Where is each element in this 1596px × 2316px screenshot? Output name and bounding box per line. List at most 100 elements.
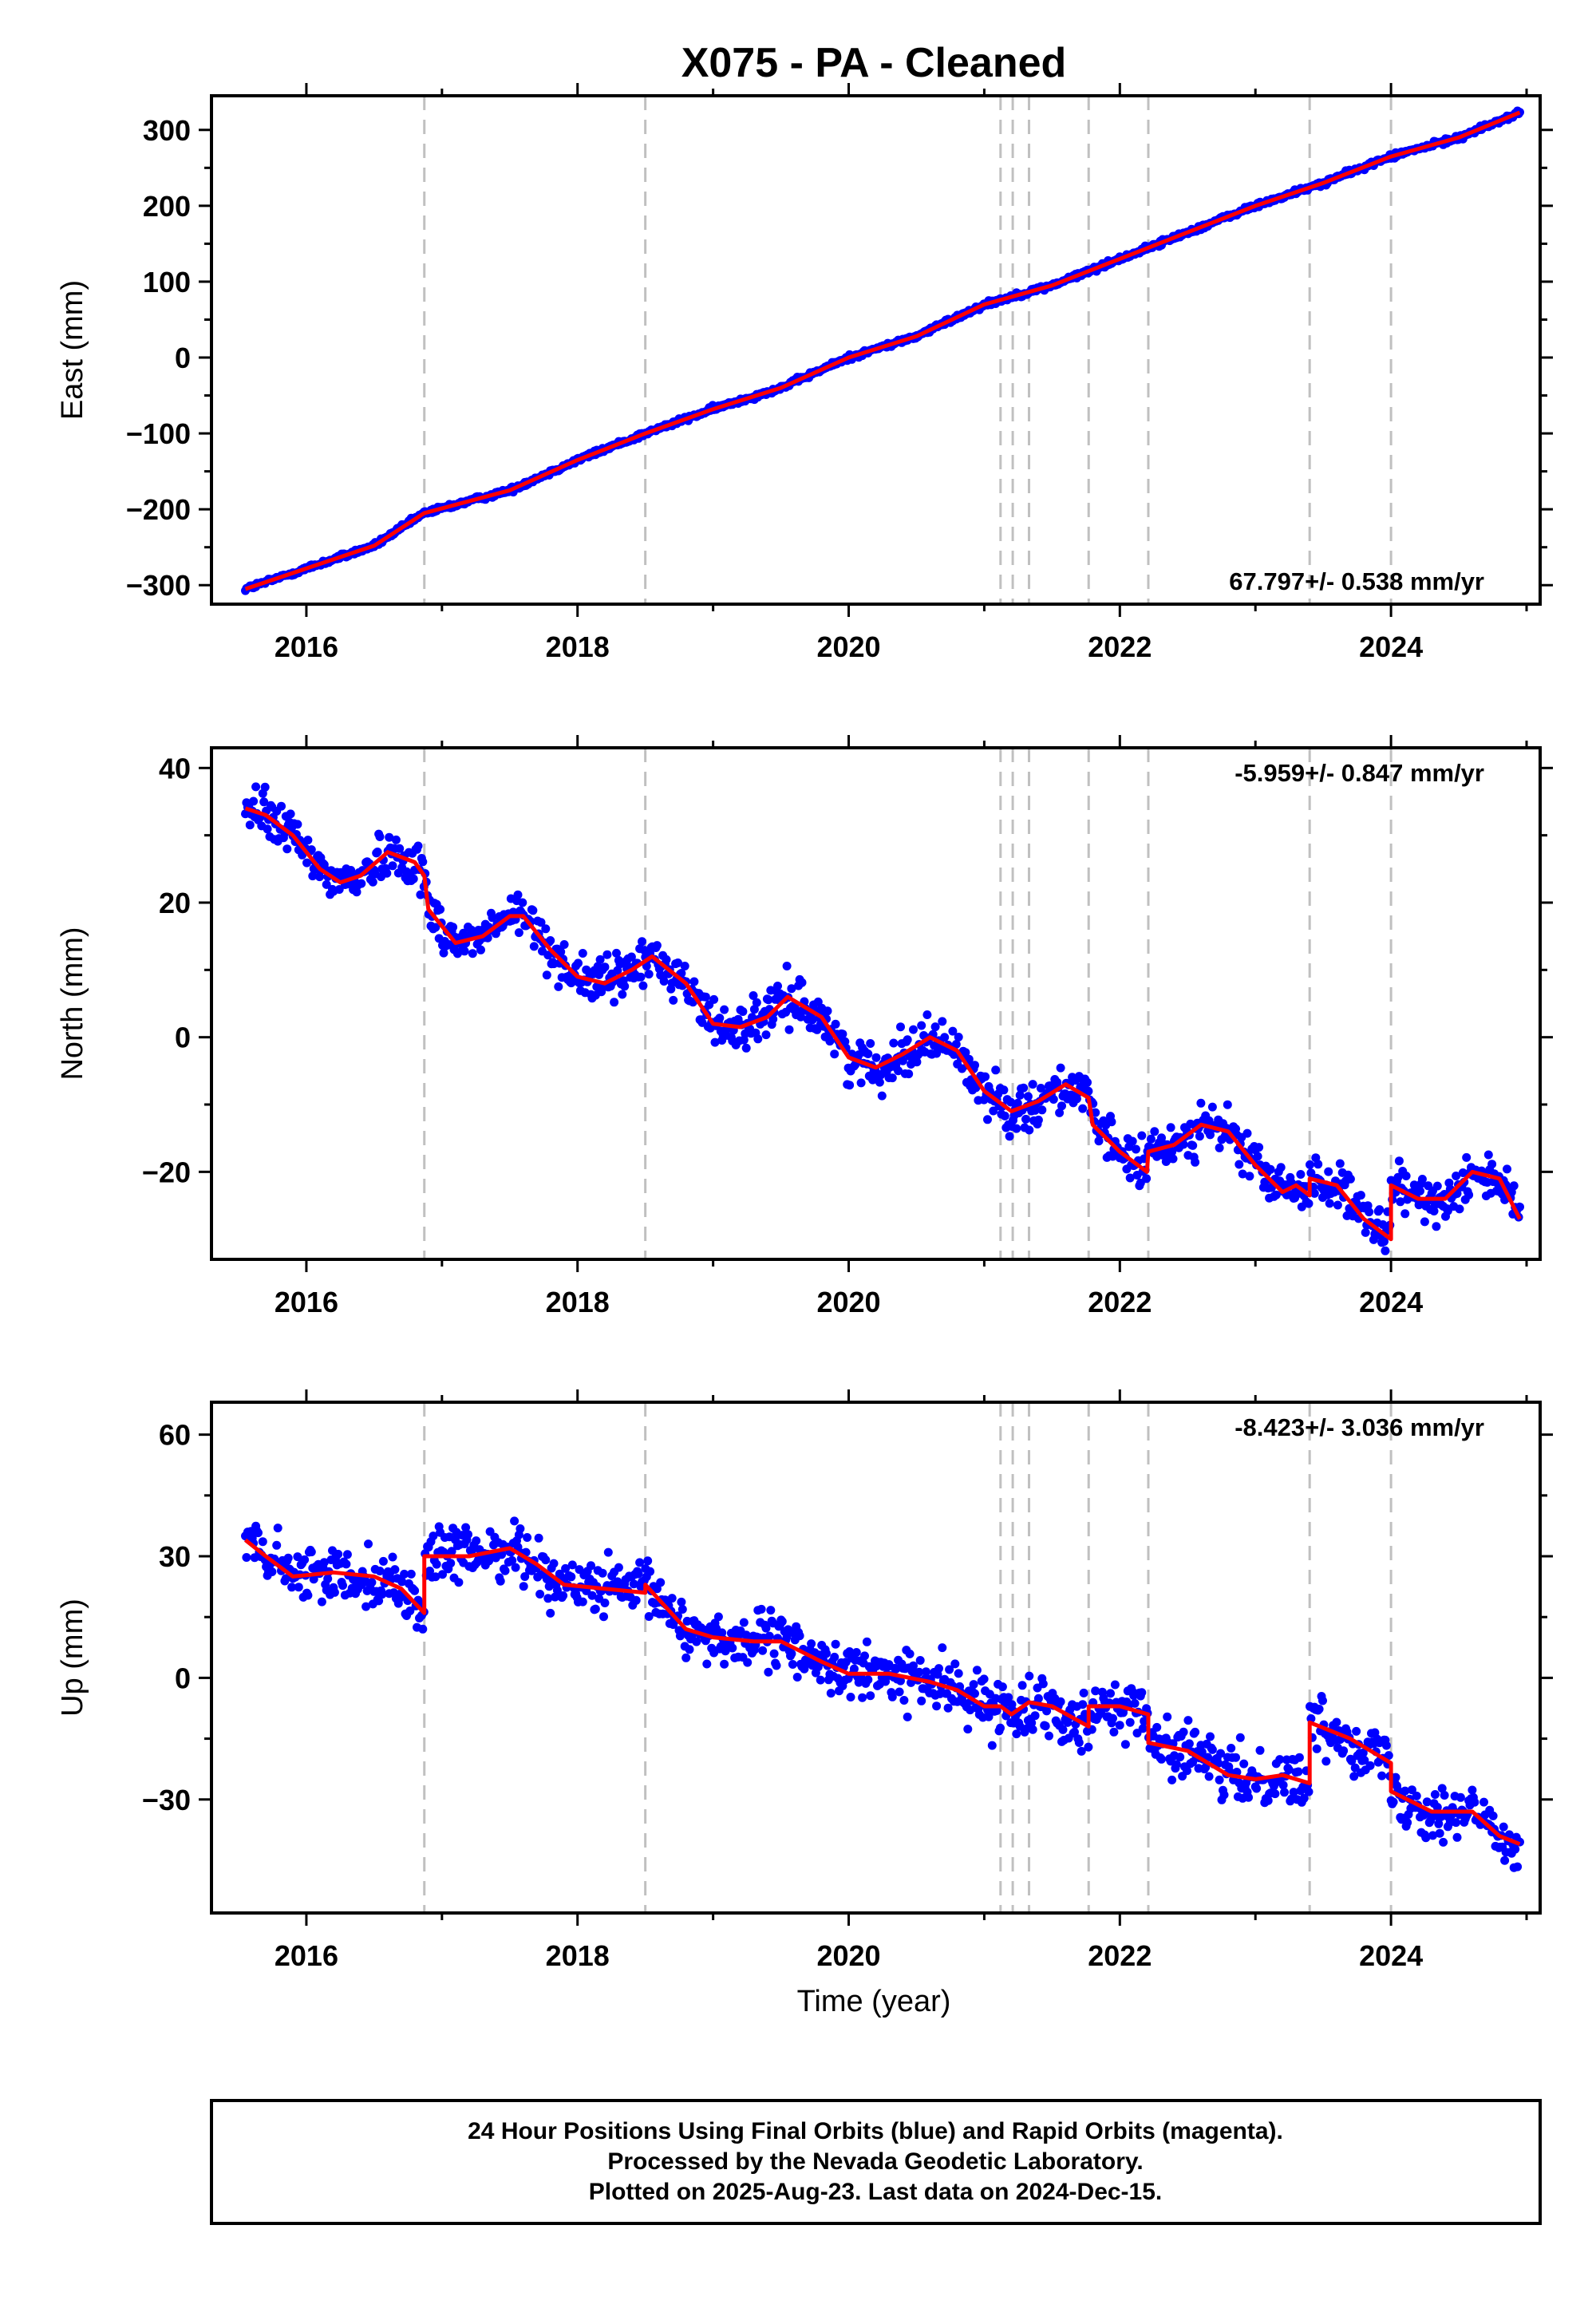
y-tick-label: −300: [126, 569, 191, 602]
data-point: [643, 1556, 653, 1566]
y-tick-label: −20: [142, 1156, 191, 1188]
data-point: [1280, 1788, 1289, 1797]
data-point: [1216, 1749, 1226, 1758]
data-point: [519, 1582, 528, 1591]
data-point: [342, 1550, 352, 1559]
data-point: [405, 1607, 415, 1615]
data-point: [1412, 1791, 1421, 1800]
footer-box: [210, 2099, 1542, 2225]
data-point: [1091, 1108, 1100, 1117]
data-point: [1509, 1181, 1519, 1191]
data-point: [831, 1639, 840, 1649]
data-point: [1468, 1785, 1477, 1795]
data-point: [1437, 1784, 1447, 1793]
footer-line-3: Plotted on 2025-Aug-23. Last data on 202…: [589, 2179, 1163, 2205]
data-point: [772, 1661, 781, 1670]
data-point: [739, 1618, 749, 1627]
data-point: [273, 1524, 282, 1533]
y-tick-label: 0: [175, 1022, 191, 1054]
data-point: [1036, 1084, 1045, 1093]
x-tick-label: 2016: [275, 1939, 338, 1972]
data-point: [518, 898, 527, 907]
data-point: [692, 1637, 701, 1646]
data-point: [667, 1594, 677, 1603]
data-point: [1375, 1205, 1385, 1215]
data-point: [1146, 1134, 1156, 1144]
data-point: [863, 1049, 873, 1058]
data-point: [846, 1693, 855, 1701]
data-point: [1276, 1163, 1286, 1172]
data-point: [1021, 1114, 1030, 1124]
data-point: [1235, 1160, 1244, 1169]
data-point: [1142, 1174, 1152, 1184]
data-point: [943, 1703, 953, 1713]
data-point: [282, 844, 292, 854]
data-point: [636, 972, 646, 982]
data-point: [1239, 1759, 1249, 1769]
data-point: [1214, 1758, 1223, 1768]
data-point: [938, 1017, 947, 1026]
data-point: [860, 1651, 869, 1661]
data-point: [552, 1586, 562, 1595]
x-tick-label: 2018: [546, 1939, 610, 1972]
data-point: [620, 982, 630, 991]
data-point: [468, 949, 477, 958]
data-point: [768, 1014, 778, 1024]
data-point: [342, 1559, 351, 1569]
data-point: [769, 1649, 779, 1658]
data-point: [1393, 1172, 1403, 1182]
data-point: [644, 970, 654, 979]
data-point: [1377, 1771, 1387, 1780]
data-point: [1345, 1174, 1355, 1184]
data-point: [587, 1561, 595, 1571]
data-point: [863, 1675, 873, 1685]
data-point: [1361, 1227, 1370, 1237]
data-point: [689, 977, 699, 986]
data-point: [709, 994, 719, 1004]
data-point: [1204, 1772, 1214, 1781]
footer-line-1: 24 Hour Positions Using Final Orbits (bl…: [468, 2118, 1283, 2144]
data-point: [303, 836, 313, 845]
data-point: [677, 969, 686, 978]
data-point: [1038, 1679, 1048, 1689]
x-tick-label: 2016: [275, 1286, 338, 1318]
data-point: [574, 958, 583, 968]
data-point: [1503, 1164, 1511, 1174]
event-lines: [423, 748, 1393, 1259]
data-point: [1025, 1671, 1034, 1681]
data-point: [614, 1563, 623, 1572]
data-point: [903, 1712, 912, 1721]
data-point: [796, 1012, 805, 1022]
y-tick-label: −30: [142, 1784, 191, 1816]
data-point: [1005, 1132, 1014, 1141]
data-point: [932, 1701, 942, 1711]
data-point: [887, 1073, 897, 1083]
data-point: [1238, 1169, 1247, 1179]
data-point: [964, 1054, 974, 1064]
data-point: [374, 1596, 384, 1606]
north-panel: 2016 2018 2020 2022 2024 −20 0 20 40 North (mm) -5…: [56, 735, 1553, 1318]
data-point: [752, 998, 761, 1007]
data-point: [764, 995, 773, 1005]
data-point: [922, 1667, 930, 1677]
x-tick-label: 2016: [275, 630, 338, 663]
data-point: [1488, 1811, 1498, 1820]
data-point: [1458, 1168, 1468, 1177]
data-point: [984, 1712, 994, 1721]
data-point: [1227, 1744, 1236, 1753]
data-point: [1381, 1246, 1390, 1255]
data-point: [352, 887, 361, 897]
data-point: [361, 1602, 371, 1611]
data-point: [1188, 1140, 1198, 1150]
data-point: [903, 1035, 912, 1045]
data-point: [302, 858, 311, 868]
data-point: [546, 936, 555, 945]
data-point: [1115, 1721, 1124, 1730]
data-point: [535, 1590, 545, 1599]
data-point: [940, 1033, 950, 1042]
y-tick-label: 20: [159, 887, 191, 919]
data-point: [1432, 1181, 1442, 1191]
data-point: [1183, 1766, 1191, 1776]
x-tick-label: 2024: [1359, 1939, 1423, 1972]
data-point: [1321, 1757, 1331, 1766]
